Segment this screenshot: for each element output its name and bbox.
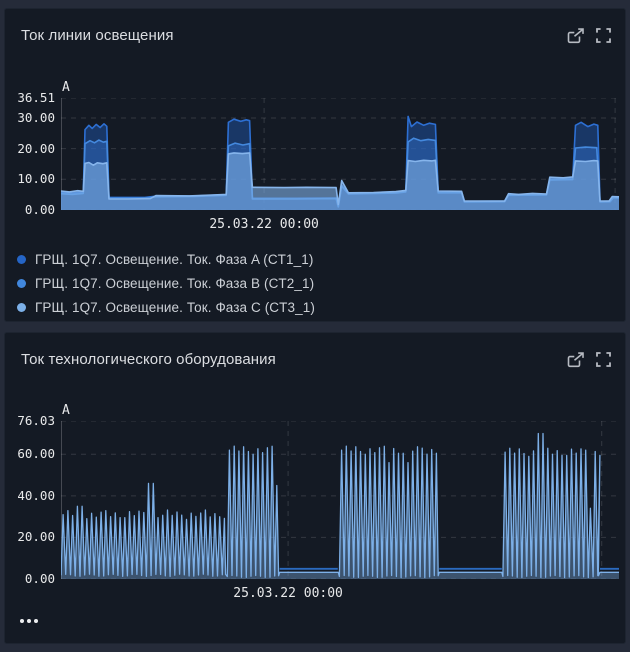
series-color-dot	[17, 302, 26, 312]
panel-header: Ток линии освещения	[21, 27, 611, 44]
x-axis: 25.03.22 00:00	[61, 586, 619, 602]
panel-title[interactable]: Ток линии освещения	[21, 27, 174, 44]
legend-item-phase-b[interactable]: ГРЩ. 1Q7. Освещение. Ток. Фаза B (CT2_1)	[15, 271, 315, 295]
legend-label: ГРЩ. 1Q7. Освещение. Ток. Фаза A (CT1_1)	[35, 251, 314, 267]
y-axis-unit: A	[62, 80, 70, 95]
panel-actions	[567, 351, 611, 368]
fullscreen-icon[interactable]	[596, 28, 611, 43]
panel-actions	[567, 27, 611, 44]
legend: ГРЩ. 1Q7. Освещение. Ток. Фаза A (CT1_1)…	[15, 247, 315, 319]
y-axis-tick: 20.00	[17, 140, 55, 156]
x-axis-tick: 25.03.22 00:00	[209, 217, 319, 232]
series-color-dot	[17, 278, 26, 288]
legend-overflow-dots[interactable]	[17, 616, 41, 626]
time-series-plot[interactable]	[61, 421, 619, 579]
fullscreen-icon[interactable]	[596, 352, 611, 367]
share-icon[interactable]	[567, 27, 585, 44]
y-axis-unit: A	[62, 403, 70, 418]
legend-item-phase-a[interactable]: ГРЩ. 1Q7. Освещение. Ток. Фаза A (CT1_1)	[15, 247, 315, 271]
legend-label: ГРЩ. 1Q7. Освещение. Ток. Фаза C (CT3_1)	[35, 299, 315, 315]
panel-equipment-current: Ток технологического оборудования A 76.0…	[4, 332, 626, 644]
panel-header: Ток технологического оборудования	[21, 351, 611, 368]
x-axis-tick: 25.03.22 00:00	[233, 586, 343, 601]
legend-label: ГРЩ. 1Q7. Освещение. Ток. Фаза B (CT2_1)	[35, 275, 315, 291]
y-axis-tick: 0.00	[24, 202, 55, 217]
y-axis-tick: 10.00	[17, 171, 55, 187]
y-axis-tick: 76.03	[17, 413, 55, 428]
y-axis: 76.03 60.00 40.00 20.00 0.00	[9, 413, 57, 586]
series-color-dot	[17, 254, 26, 264]
y-axis-tick: 40.00	[17, 487, 55, 503]
legend-item-phase-c[interactable]: ГРЩ. 1Q7. Освещение. Ток. Фаза C (CT3_1)	[15, 295, 315, 319]
y-axis-tick: 0.00	[24, 571, 55, 586]
y-axis-tick: 60.00	[17, 446, 55, 462]
panel-lighting-current: Ток линии освещения A 36.51 30.00 20.00 10.…	[4, 8, 626, 322]
x-axis: 25.03.22 00:00	[61, 217, 619, 233]
y-axis-tick: 36.51	[17, 90, 55, 105]
y-axis-tick: 20.00	[17, 529, 55, 545]
y-axis: 36.51 30.00 20.00 10.00 0.00	[9, 90, 57, 217]
panel-title[interactable]: Ток технологического оборудования	[21, 351, 276, 368]
share-icon[interactable]	[567, 351, 585, 368]
time-series-plot[interactable]	[61, 98, 619, 210]
y-axis-tick: 30.00	[17, 109, 55, 125]
